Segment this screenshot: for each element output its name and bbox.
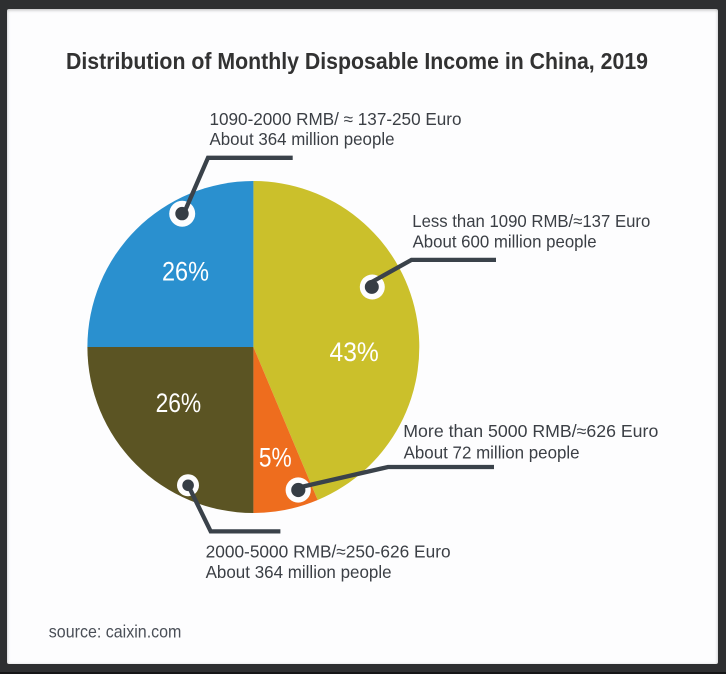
svg-text:About 72 million people: About 72 million people xyxy=(404,443,580,463)
svg-text:About 364 million people: About 364 million people xyxy=(210,129,395,149)
svg-text:43%: 43% xyxy=(330,337,379,367)
svg-text:2000-5000 RMB/≈250-626 Euro: 2000-5000 RMB/≈250-626 Euro xyxy=(206,541,451,561)
svg-text:5%: 5% xyxy=(259,443,292,473)
svg-text:More than 5000 RMB/≈626 Euro: More than 5000 RMB/≈626 Euro xyxy=(403,421,658,441)
svg-text:About 364 million people: About 364 million people xyxy=(206,562,392,582)
svg-text:Less than 1090 RMB/≈137 Euro: Less than 1090 RMB/≈137 Euro xyxy=(412,211,650,231)
svg-text:Distribution of Monthly Dispos: Distribution of Monthly Disposable Incom… xyxy=(66,48,648,74)
svg-text:26%: 26% xyxy=(156,388,202,418)
svg-text:source: caixin.com: source: caixin.com xyxy=(49,622,182,642)
svg-text:About 600 million people: About 600 million people xyxy=(413,232,597,252)
svg-text:1090-2000 RMB/ ≈ 137-250 Euro: 1090-2000 RMB/ ≈ 137-250 Euro xyxy=(210,109,462,129)
svg-text:26%: 26% xyxy=(162,256,209,286)
